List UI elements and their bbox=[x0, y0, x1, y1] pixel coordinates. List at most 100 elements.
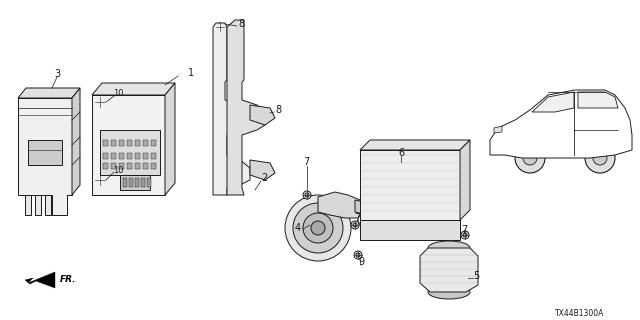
Polygon shape bbox=[127, 140, 132, 146]
Circle shape bbox=[259, 164, 267, 172]
Polygon shape bbox=[92, 95, 165, 195]
Text: 6: 6 bbox=[398, 148, 404, 158]
Polygon shape bbox=[92, 83, 175, 95]
Polygon shape bbox=[111, 163, 116, 169]
Circle shape bbox=[585, 143, 615, 173]
Polygon shape bbox=[111, 140, 116, 146]
Circle shape bbox=[515, 143, 545, 173]
Ellipse shape bbox=[381, 156, 409, 194]
Text: 7: 7 bbox=[303, 157, 309, 167]
Circle shape bbox=[263, 111, 267, 115]
Text: 1: 1 bbox=[188, 68, 194, 78]
Circle shape bbox=[356, 253, 360, 257]
Polygon shape bbox=[141, 178, 145, 187]
Polygon shape bbox=[103, 153, 108, 159]
Polygon shape bbox=[490, 90, 632, 158]
Polygon shape bbox=[25, 272, 55, 288]
Polygon shape bbox=[127, 153, 132, 159]
Polygon shape bbox=[127, 163, 132, 169]
Polygon shape bbox=[250, 160, 275, 180]
Circle shape bbox=[523, 151, 537, 165]
Text: 4: 4 bbox=[295, 223, 301, 233]
Circle shape bbox=[95, 97, 105, 107]
Circle shape bbox=[351, 221, 359, 229]
Polygon shape bbox=[360, 140, 470, 150]
Ellipse shape bbox=[428, 241, 470, 255]
Text: 8: 8 bbox=[238, 19, 244, 29]
Circle shape bbox=[305, 193, 309, 197]
Text: 8: 8 bbox=[275, 105, 281, 115]
Polygon shape bbox=[135, 163, 140, 169]
Polygon shape bbox=[151, 140, 156, 146]
Circle shape bbox=[218, 25, 222, 29]
Circle shape bbox=[353, 223, 357, 227]
Polygon shape bbox=[318, 192, 365, 218]
Text: 7: 7 bbox=[461, 225, 467, 235]
Circle shape bbox=[370, 227, 380, 237]
Circle shape bbox=[303, 191, 311, 199]
Circle shape bbox=[261, 109, 269, 117]
Polygon shape bbox=[120, 175, 150, 190]
Polygon shape bbox=[250, 105, 275, 125]
Polygon shape bbox=[45, 195, 51, 215]
Polygon shape bbox=[135, 178, 139, 187]
Text: 2: 2 bbox=[261, 173, 267, 183]
Polygon shape bbox=[213, 23, 250, 195]
Polygon shape bbox=[360, 150, 460, 220]
Polygon shape bbox=[119, 140, 124, 146]
Text: FR.: FR. bbox=[60, 275, 77, 284]
Polygon shape bbox=[119, 163, 124, 169]
Polygon shape bbox=[72, 88, 80, 195]
Polygon shape bbox=[227, 20, 265, 195]
Circle shape bbox=[593, 151, 607, 165]
Polygon shape bbox=[151, 153, 156, 159]
Circle shape bbox=[259, 109, 267, 117]
Polygon shape bbox=[111, 153, 116, 159]
Polygon shape bbox=[494, 126, 502, 133]
Polygon shape bbox=[103, 163, 108, 169]
Circle shape bbox=[440, 227, 450, 237]
Polygon shape bbox=[578, 92, 618, 108]
Polygon shape bbox=[25, 195, 31, 215]
Polygon shape bbox=[129, 178, 133, 187]
Text: 7: 7 bbox=[354, 213, 360, 223]
Ellipse shape bbox=[428, 285, 470, 299]
Text: 3: 3 bbox=[54, 69, 60, 79]
Polygon shape bbox=[532, 92, 574, 112]
Circle shape bbox=[303, 213, 333, 243]
Polygon shape bbox=[143, 153, 148, 159]
Polygon shape bbox=[143, 140, 148, 146]
Circle shape bbox=[293, 203, 343, 253]
Polygon shape bbox=[147, 178, 151, 187]
Text: 9: 9 bbox=[358, 257, 364, 267]
Polygon shape bbox=[355, 200, 368, 215]
Circle shape bbox=[95, 175, 105, 185]
Circle shape bbox=[463, 233, 467, 237]
Circle shape bbox=[311, 221, 325, 235]
Polygon shape bbox=[460, 140, 470, 220]
Text: 10: 10 bbox=[113, 89, 124, 98]
Circle shape bbox=[97, 178, 102, 182]
Text: TX44B1300A: TX44B1300A bbox=[556, 308, 605, 317]
Polygon shape bbox=[165, 83, 175, 195]
Circle shape bbox=[354, 251, 362, 259]
Polygon shape bbox=[420, 248, 478, 292]
Circle shape bbox=[216, 23, 224, 31]
Polygon shape bbox=[135, 153, 140, 159]
Polygon shape bbox=[119, 153, 124, 159]
Polygon shape bbox=[35, 195, 41, 215]
Polygon shape bbox=[18, 88, 80, 98]
Polygon shape bbox=[28, 140, 62, 165]
Polygon shape bbox=[360, 220, 460, 240]
Circle shape bbox=[97, 100, 102, 105]
Circle shape bbox=[285, 195, 351, 261]
Polygon shape bbox=[100, 130, 160, 175]
Polygon shape bbox=[123, 178, 127, 187]
Circle shape bbox=[461, 231, 469, 239]
Text: 5: 5 bbox=[473, 271, 479, 281]
Polygon shape bbox=[151, 163, 156, 169]
Text: 10: 10 bbox=[113, 165, 124, 174]
Polygon shape bbox=[143, 163, 148, 169]
Polygon shape bbox=[103, 140, 108, 146]
Polygon shape bbox=[135, 140, 140, 146]
